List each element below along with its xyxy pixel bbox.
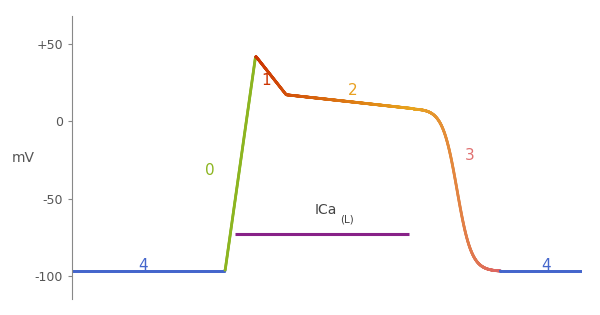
Text: (L): (L) <box>340 215 353 225</box>
Text: 2: 2 <box>347 83 358 98</box>
Text: 0: 0 <box>205 163 215 178</box>
Text: 1: 1 <box>261 73 271 88</box>
Text: 4: 4 <box>541 258 551 273</box>
Text: ICa: ICa <box>315 203 337 217</box>
Text: 3: 3 <box>465 148 475 163</box>
Y-axis label: mV: mV <box>12 151 35 164</box>
Text: 4: 4 <box>139 258 148 273</box>
